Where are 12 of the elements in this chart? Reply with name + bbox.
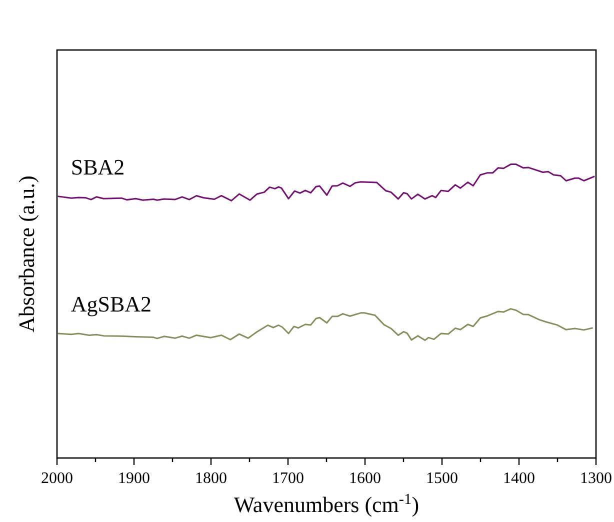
series-label: AgSBA2 <box>70 291 152 316</box>
x-tick-label: 1900 <box>118 470 150 487</box>
x-tick-label: 1600 <box>349 470 381 487</box>
x-tick-label: 1800 <box>195 470 227 487</box>
x-tick-label: 1700 <box>272 470 304 487</box>
x-tick-label: 1500 <box>426 470 458 487</box>
x-tick-label: 1400 <box>503 470 535 487</box>
x-tick-label: 1300 <box>580 470 612 487</box>
x-axis-title: Wavenumbers (cm$^{-1}$) <box>234 490 420 517</box>
series-label: SBA2 <box>70 154 125 180</box>
x-tick-label: 2000 <box>41 470 73 487</box>
y-axis-title: Absorbance (a.u.) <box>14 176 39 332</box>
